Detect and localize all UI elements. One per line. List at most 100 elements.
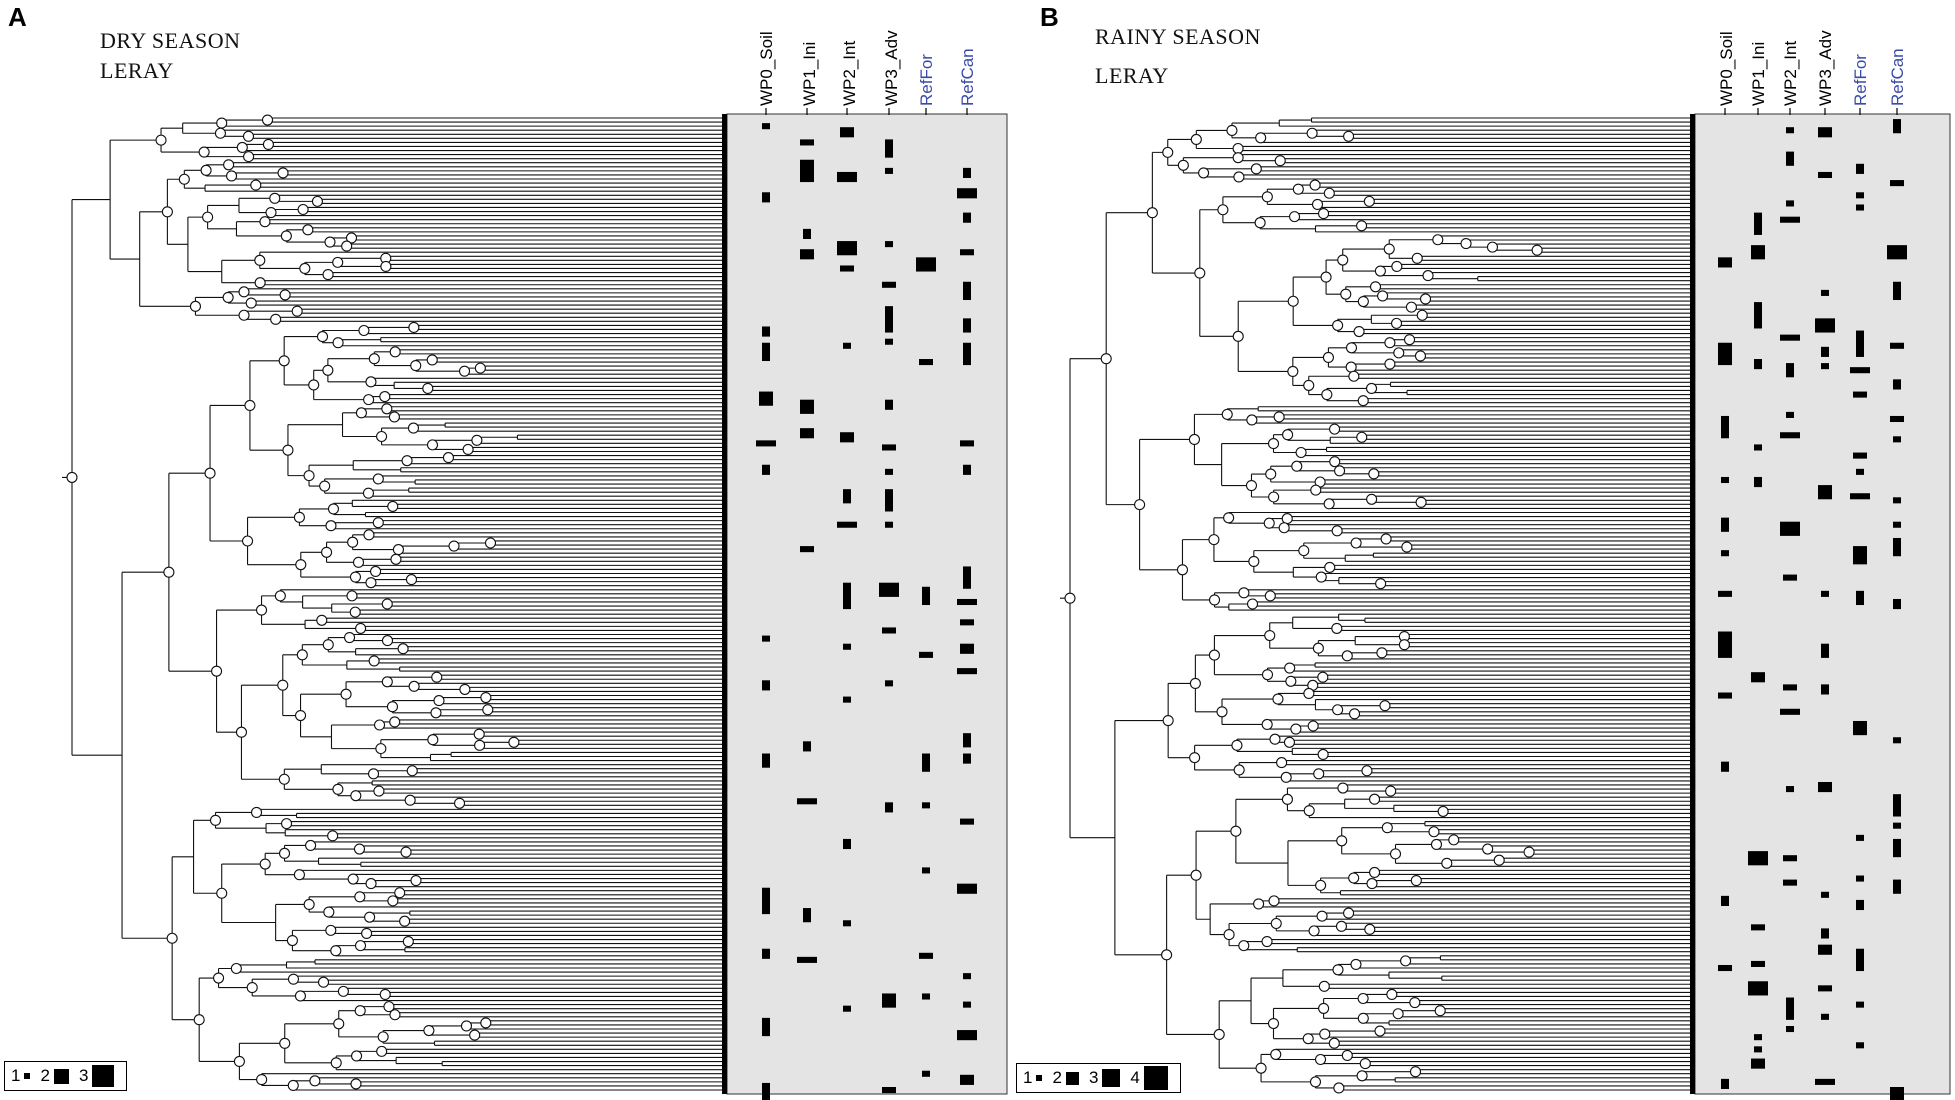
abundance-square <box>1718 631 1732 658</box>
abundance-square <box>957 188 977 199</box>
node-marker <box>1353 325 1365 338</box>
abundance-square <box>1718 964 1732 972</box>
tree-heatmap-separator <box>1690 114 1695 1094</box>
node-marker <box>1232 152 1244 164</box>
node-marker <box>1341 650 1353 662</box>
panel-a-column-label-wp0-soil: WP0_Soil <box>757 31 776 106</box>
node-marker <box>1264 629 1276 642</box>
node-marker <box>1233 171 1245 183</box>
node-marker <box>1401 541 1413 553</box>
node-marker <box>270 313 282 325</box>
node-marker <box>1189 677 1201 689</box>
node-marker <box>193 1014 205 1026</box>
abundance-square <box>922 586 930 606</box>
node-marker <box>1343 907 1355 919</box>
abundance-square <box>843 489 851 504</box>
abundance-square <box>1856 899 1864 911</box>
node-marker <box>1332 704 1344 716</box>
node-marker <box>341 240 353 252</box>
node-marker <box>250 806 263 818</box>
node-marker <box>166 932 178 944</box>
abundance-square <box>1887 245 1907 260</box>
panel-a-dry-season: A DRY SEASON LERAY WP0_Soil WP1_Ini WP2_… <box>4 2 1008 1100</box>
node-marker <box>388 411 400 423</box>
node-marker <box>1232 330 1244 342</box>
node-marker <box>230 962 242 975</box>
node-marker <box>1389 848 1402 860</box>
node-marker <box>243 151 255 163</box>
node-marker <box>1379 700 1391 712</box>
node-marker <box>1162 146 1174 158</box>
node-marker <box>1064 592 1076 604</box>
panel-a-column-label-wp1-ini: WP1_Ini <box>800 41 819 106</box>
abundance-square <box>957 883 977 894</box>
abundance-square <box>963 1001 971 1008</box>
node-marker <box>1268 895 1280 907</box>
panel-a-column-label-wp3-adv: WP3_Adv <box>882 30 901 106</box>
node-marker <box>1323 187 1335 199</box>
node-marker <box>1336 835 1348 847</box>
node-marker <box>1337 254 1349 266</box>
node-marker <box>367 768 380 780</box>
abundance-square <box>1856 468 1864 475</box>
node-marker <box>484 537 497 549</box>
node-marker <box>1194 267 1206 279</box>
abundance-square <box>1721 895 1729 906</box>
node-marker <box>1261 936 1273 948</box>
node-marker <box>373 719 386 731</box>
node-marker <box>349 571 362 583</box>
node-marker <box>381 598 393 610</box>
node-marker <box>1391 260 1403 272</box>
abundance-square <box>1856 1042 1864 1049</box>
node-marker <box>332 783 344 795</box>
node-marker <box>431 671 443 683</box>
node-marker <box>1328 1037 1340 1049</box>
node-marker <box>1369 281 1382 293</box>
node-marker <box>350 790 362 802</box>
node-marker <box>1409 997 1421 1009</box>
node-marker <box>1331 622 1343 634</box>
node-marker <box>379 988 391 1000</box>
node-marker <box>297 203 309 216</box>
abundance-square <box>1893 737 1901 744</box>
node-marker <box>448 540 460 552</box>
node-marker <box>361 927 373 939</box>
node-marker <box>1384 358 1396 370</box>
node-marker <box>1366 493 1378 505</box>
node-marker <box>1177 159 1189 171</box>
abundance-square <box>762 948 770 959</box>
abundance-square <box>1853 391 1867 398</box>
node-marker <box>1223 512 1235 524</box>
node-marker <box>236 141 248 154</box>
abundance-square <box>922 1070 930 1077</box>
node-marker <box>1531 244 1543 256</box>
node-marker <box>1287 365 1299 377</box>
abundance-square <box>957 1030 977 1041</box>
node-marker <box>354 940 367 952</box>
node-marker <box>1375 578 1387 590</box>
node-marker <box>399 915 411 927</box>
node-marker <box>1357 992 1369 1005</box>
node-marker <box>346 590 358 602</box>
abundance-square <box>882 993 896 1008</box>
node-marker <box>1285 675 1297 687</box>
abundance-square <box>1893 497 1901 504</box>
abundance-square <box>762 680 770 691</box>
node-marker <box>1324 561 1336 573</box>
node-marker <box>1448 834 1460 846</box>
node-marker <box>235 726 248 738</box>
abundance-square <box>1815 1078 1835 1085</box>
node-marker <box>482 704 494 716</box>
node-marker <box>1343 130 1355 142</box>
abundance-square <box>885 680 893 687</box>
node-marker <box>1363 195 1375 207</box>
node-marker <box>1356 220 1368 232</box>
node-marker <box>430 707 442 719</box>
node-marker <box>389 716 401 728</box>
abundance-square <box>960 440 974 447</box>
legend-label: 2 <box>1052 1068 1062 1087</box>
node-marker <box>363 529 375 541</box>
node-marker <box>1329 456 1341 468</box>
node-marker <box>305 839 317 852</box>
node-marker <box>245 297 257 309</box>
